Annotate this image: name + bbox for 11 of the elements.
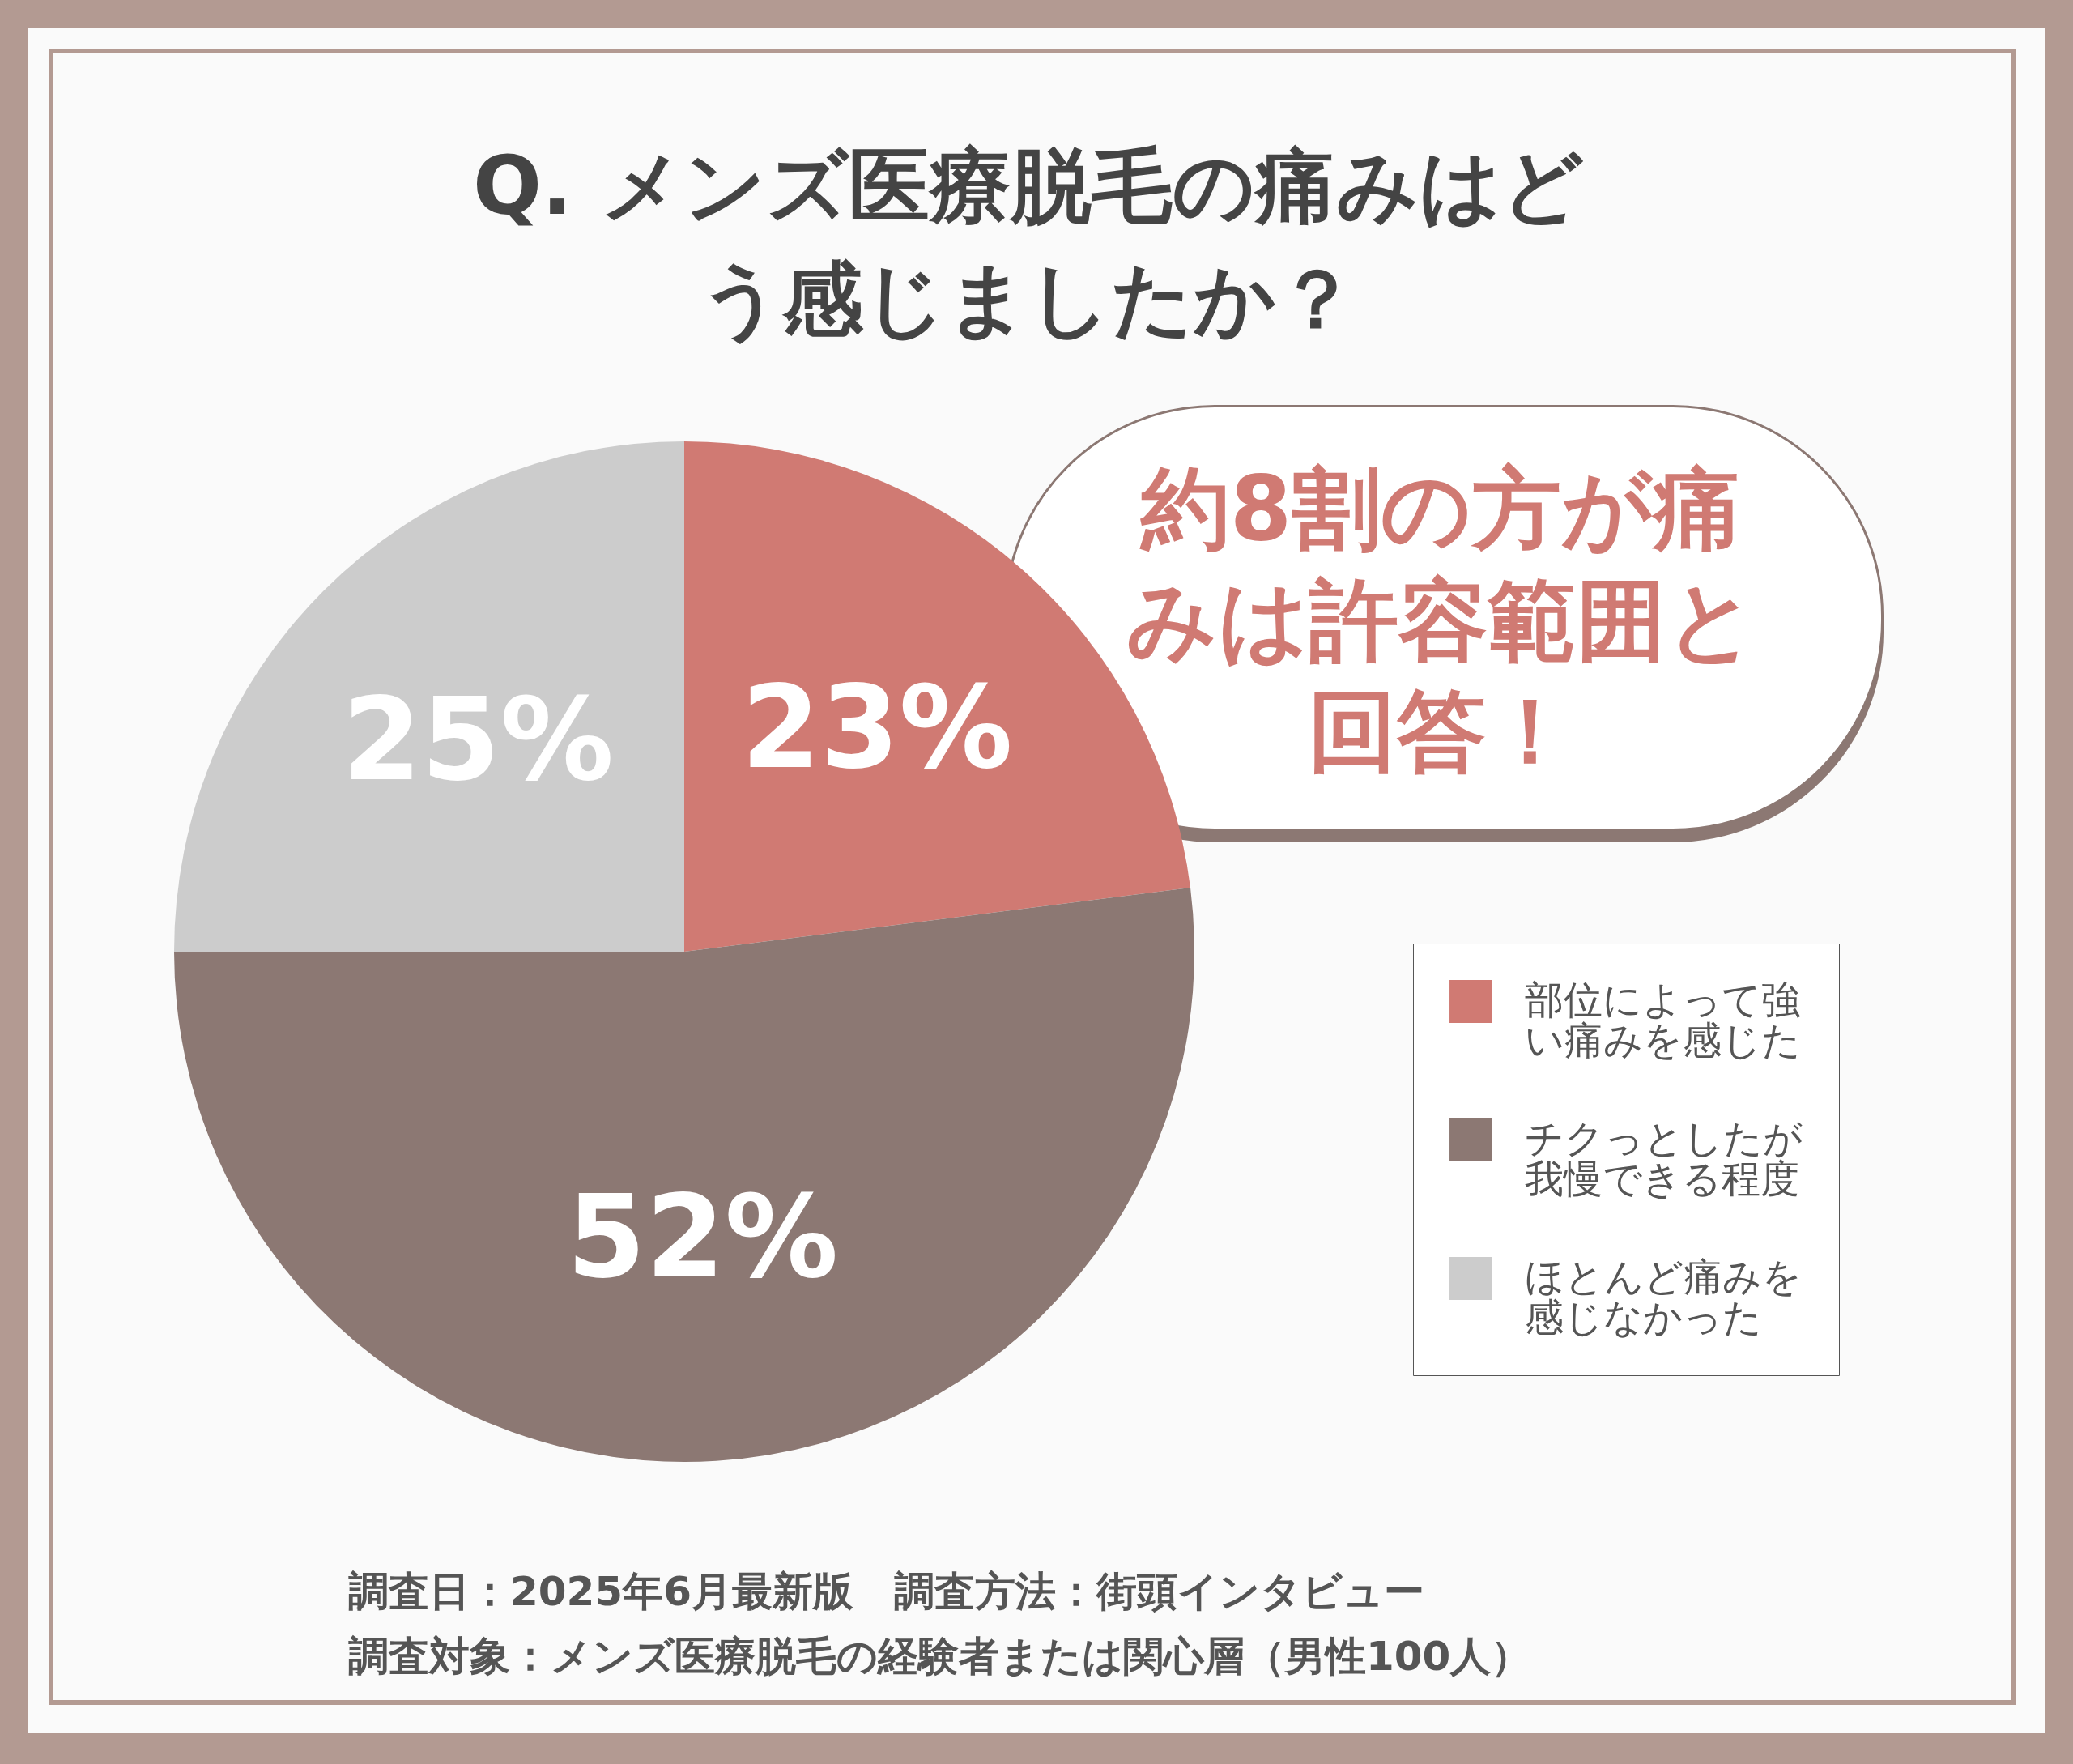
data-label: 23% [741, 661, 1013, 794]
text: 調査対象：メンズ医療脱毛の経験者または関心層（男性100人） [348, 1632, 1532, 1681]
pie-slice [174, 888, 1194, 1461]
text: 約8割の方が痛みは許容範囲と回答！ [1126, 456, 1757, 785]
pie-slice [174, 441, 684, 952]
legend-label: 部位によって強い痛みを感じた [1525, 978, 1801, 1062]
legend-label: ほとんど痛みを感じなかった [1525, 1255, 1802, 1339]
legend-label: チクっとしたが我慢できる程度 [1525, 1116, 1803, 1200]
text: 調査日：2025年6月最新版 調査方法：街頭インタビュー [348, 1567, 1425, 1617]
chart-title: Q. メンズ医療脱毛の痛みはどう感じましたか？ [472, 138, 1585, 348]
data-label: 52% [567, 1171, 839, 1304]
